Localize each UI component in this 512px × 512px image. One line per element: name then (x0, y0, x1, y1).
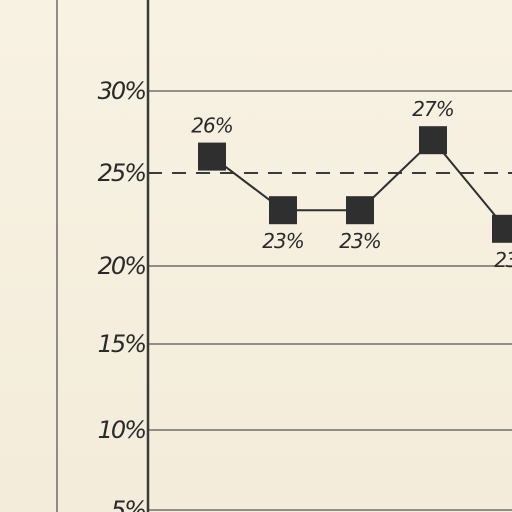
series-group: 26% 23% 23% 27% 23 (191, 97, 512, 272)
y-tick-label: 10% (98, 416, 146, 444)
data-label: 23 (494, 248, 512, 272)
y-tick-label: 5% (111, 496, 145, 512)
data-label: 26% (191, 114, 232, 138)
data-point (346, 196, 374, 225)
grid-lines (148, 90, 512, 511)
y-tick-label: 30% (98, 77, 146, 105)
data-point (269, 196, 297, 225)
data-point (492, 214, 512, 243)
data-label: 23% (262, 229, 303, 253)
y-tick-label: 25% (98, 159, 146, 187)
y-tick-label: 15% (98, 330, 146, 358)
y-tick-label: 20% (98, 252, 146, 280)
data-label: 27% (412, 97, 453, 121)
y-tick-labels: 5% 10% 15% 20% 25% 30% (98, 77, 148, 512)
data-point (419, 126, 447, 155)
data-label: 23% (339, 229, 380, 253)
data-point (198, 142, 226, 171)
